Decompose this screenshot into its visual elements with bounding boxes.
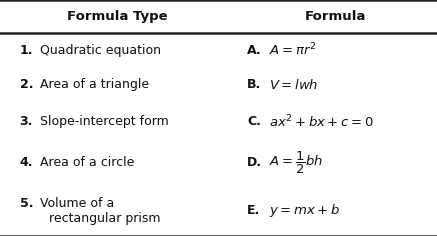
Text: 1.: 1. bbox=[20, 43, 33, 57]
Text: 3.: 3. bbox=[20, 115, 33, 128]
Text: 5.: 5. bbox=[20, 197, 33, 210]
Text: rectangular prism: rectangular prism bbox=[49, 212, 160, 225]
Text: Volume of a: Volume of a bbox=[40, 197, 114, 210]
Text: 4.: 4. bbox=[20, 156, 33, 169]
Text: B.: B. bbox=[247, 78, 261, 92]
Text: Quadratic equation: Quadratic equation bbox=[40, 43, 161, 57]
Text: $A = \dfrac{1}{2}bh$: $A = \dfrac{1}{2}bh$ bbox=[269, 149, 323, 176]
Text: $ax^2 + bx + c = 0$: $ax^2 + bx + c = 0$ bbox=[269, 113, 373, 130]
Text: D.: D. bbox=[247, 156, 262, 169]
Text: Slope-intercept form: Slope-intercept form bbox=[40, 115, 169, 128]
Text: Formula Type: Formula Type bbox=[66, 10, 167, 23]
Text: E.: E. bbox=[247, 204, 260, 217]
Text: Area of a circle: Area of a circle bbox=[40, 156, 135, 169]
Text: $y = mx + b$: $y = mx + b$ bbox=[269, 202, 340, 219]
Text: A.: A. bbox=[247, 43, 261, 57]
Text: $V = lwh$: $V = lwh$ bbox=[269, 78, 318, 92]
Text: $A = \pi r^2$: $A = \pi r^2$ bbox=[269, 42, 316, 58]
Text: Formula: Formula bbox=[305, 10, 366, 23]
Text: C.: C. bbox=[247, 115, 261, 128]
Text: Area of a triangle: Area of a triangle bbox=[40, 78, 149, 92]
Text: 2.: 2. bbox=[20, 78, 33, 92]
